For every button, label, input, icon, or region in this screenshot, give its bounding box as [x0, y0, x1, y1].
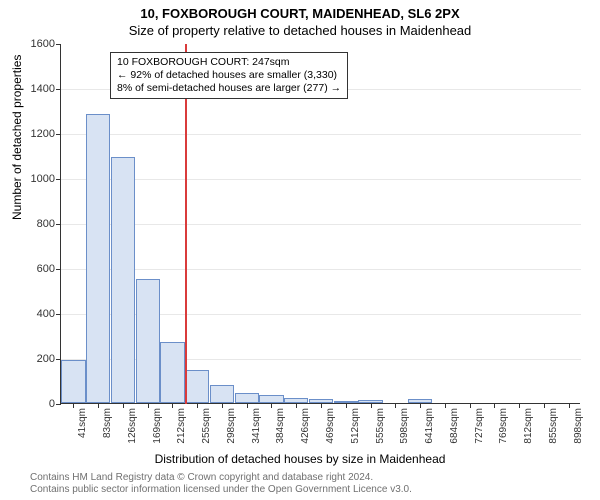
x-tick-label: 212sqm [176, 408, 187, 444]
x-tick-label: 769sqm [498, 408, 509, 444]
title-address: 10, FOXBOROUGH COURT, MAIDENHEAD, SL6 2P… [0, 0, 600, 21]
chart-container: 10, FOXBOROUGH COURT, MAIDENHEAD, SL6 2P… [0, 0, 600, 500]
y-tick-label: 200 [15, 353, 55, 365]
annotation-line3: 8% of semi-detached houses are larger (2… [117, 82, 341, 95]
y-tick-label: 800 [15, 218, 55, 230]
histogram-bar [86, 114, 110, 403]
footer-attribution: Contains HM Land Registry data © Crown c… [30, 472, 412, 496]
footer-line1: Contains HM Land Registry data © Crown c… [30, 472, 412, 484]
x-tick-label: 298sqm [226, 408, 237, 444]
x-tick-label: 727sqm [474, 408, 485, 444]
x-tick-label: 512sqm [350, 408, 361, 444]
y-tick-label: 1400 [15, 83, 55, 95]
histogram-bar [160, 342, 184, 403]
y-tick-label: 1600 [15, 38, 55, 50]
x-tick-label: 83sqm [102, 408, 113, 438]
x-tick-label: 255sqm [201, 408, 212, 444]
x-tick-label: 384sqm [275, 408, 286, 444]
x-tick-label: 812sqm [523, 408, 534, 444]
x-tick-label: 898sqm [573, 408, 584, 444]
x-tick-label: 426sqm [300, 408, 311, 444]
y-tick-label: 600 [15, 263, 55, 275]
histogram-bar [61, 360, 85, 403]
y-tick-label: 1000 [15, 173, 55, 185]
x-axis-label: Distribution of detached houses by size … [0, 452, 600, 466]
annotation-line2: ← 92% of detached houses are smaller (3,… [117, 69, 341, 82]
x-tick-label: 126sqm [127, 408, 138, 444]
annotation-box: 10 FOXBOROUGH COURT: 247sqm ← 92% of det… [110, 52, 348, 99]
y-tick-label: 0 [15, 398, 55, 410]
x-tick-label: 684sqm [449, 408, 460, 444]
chart-area: 0200400600800100012001400160041sqm83sqm1… [60, 44, 580, 404]
footer-line2: Contains public sector information licen… [30, 484, 412, 496]
x-tick-label: 855sqm [548, 408, 559, 444]
histogram-bar [185, 370, 209, 403]
histogram-bar [210, 385, 234, 403]
histogram-bar [235, 393, 259, 403]
histogram-bar [259, 395, 283, 403]
histogram-bar [111, 157, 135, 403]
x-tick-label: 41sqm [77, 408, 88, 438]
x-tick-label: 641sqm [424, 408, 435, 444]
title-subtitle: Size of property relative to detached ho… [0, 21, 600, 38]
x-tick-label: 598sqm [399, 408, 410, 444]
x-tick-label: 555sqm [375, 408, 386, 444]
x-tick-label: 169sqm [152, 408, 163, 444]
y-tick-label: 400 [15, 308, 55, 320]
x-tick-label: 469sqm [325, 408, 336, 444]
histogram-bar [136, 279, 160, 403]
x-tick-label: 341sqm [251, 408, 262, 444]
y-tick-label: 1200 [15, 128, 55, 140]
annotation-line1: 10 FOXBOROUGH COURT: 247sqm [117, 56, 341, 69]
